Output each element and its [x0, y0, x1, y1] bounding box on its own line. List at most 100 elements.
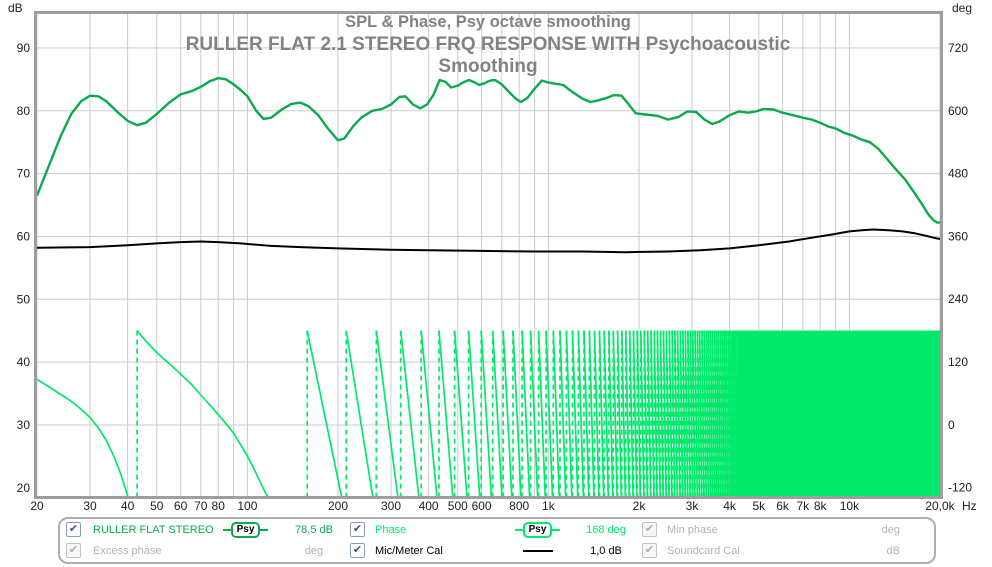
phase-checkbox-cell: ✔: [350, 519, 370, 540]
cal-label: Mic/Meter Cal: [375, 544, 443, 557]
svg-text:90: 90: [17, 41, 31, 55]
svg-text:60: 60: [174, 499, 188, 513]
svg-text:800: 800: [509, 499, 529, 513]
svg-text:30: 30: [17, 418, 31, 432]
svg-text:3k: 3k: [686, 499, 700, 513]
svg-text:120: 120: [948, 355, 968, 369]
phase-trace-label: Phase: [375, 523, 407, 536]
x-axis-ticks: 20 30 40 50 60 70 80 100 200 300 400 500 600 800 1k 2k 3…: [30, 499, 955, 513]
svg-text:Smoothing: Smoothing: [438, 56, 537, 77]
min-phase-checkbox: ✔: [642, 522, 657, 537]
svg-text:4k: 4k: [723, 499, 737, 513]
excess-phase-checkbox-cell: ✔: [66, 540, 88, 561]
svg-text:40: 40: [121, 499, 135, 513]
svg-text:8k: 8k: [814, 499, 828, 513]
svg-text:720: 720: [948, 41, 968, 55]
phase-cursor-value-cell: 168 deg: [570, 519, 642, 540]
svg-text:20: 20: [30, 499, 44, 513]
svg-text:600: 600: [472, 499, 492, 513]
svg-text:400: 400: [419, 499, 439, 513]
cal-checkbox-cell: ✔: [350, 540, 370, 561]
svg-text:50: 50: [17, 292, 31, 306]
plot-area[interactable]: SPL & Phase, Psy octave smoothing RULLER…: [0, 0, 992, 517]
spl-trace: [37, 76, 940, 224]
spl-trace-label-cell: RULLER FLAT STEREO: [88, 519, 214, 540]
left-axis-unit: dB: [8, 1, 23, 15]
excess-phase-label: Excess phase: [93, 544, 162, 557]
soundcard-checkbox: ✔: [642, 543, 657, 558]
excess-phase-label-cell: Excess phase: [88, 540, 213, 561]
spl-cursor-value: 78,5 dB: [295, 523, 333, 536]
svg-text:70: 70: [17, 167, 31, 181]
cal-value: 1,0 dB: [590, 544, 622, 557]
soundcard-unit: dB: [886, 544, 900, 557]
spl-psy-badge[interactable]: Psy: [230, 521, 261, 538]
legend-bar: ✔ RULLER FLAT STEREO Psy 78,5 dB ✔ Phase…: [58, 517, 936, 564]
excess-phase-unit-cell: deg: [278, 540, 350, 561]
svg-text:100: 100: [237, 499, 257, 513]
svg-text:70: 70: [194, 499, 208, 513]
svg-text:50: 50: [150, 499, 164, 513]
svg-text:40: 40: [17, 355, 31, 369]
svg-text:600: 600: [948, 104, 968, 118]
svg-text:6k: 6k: [776, 499, 790, 513]
excess-phase-unit: deg: [304, 544, 324, 557]
cal-swatch-cell: [505, 540, 570, 561]
svg-text:60: 60: [17, 230, 31, 244]
excess-phase-spacer: [213, 540, 278, 561]
soundcard-label-cell: Soundcard Cal: [662, 540, 807, 561]
svg-text:-120: -120: [948, 481, 972, 495]
phase-psy-badge[interactable]: Psy: [522, 521, 553, 538]
chart-title: SPL & Phase, Psy octave smoothing RULLER…: [186, 13, 791, 77]
spl-trace-label: RULLER FLAT STEREO: [93, 523, 214, 536]
svg-text:2k: 2k: [633, 499, 647, 513]
phase-line-swatch: Psy: [514, 521, 561, 538]
svg-text:RULLER FLAT 2.1 STEREO FRQ RES: RULLER FLAT 2.1 STEREO FRQ RESPONSE WITH…: [186, 34, 791, 55]
svg-text:7k: 7k: [796, 499, 810, 513]
spl-phase-chart[interactable]: SPL & Phase, Psy octave smoothing RULLER…: [0, 0, 992, 517]
svg-text:10k: 10k: [840, 499, 860, 513]
svg-text:20: 20: [17, 481, 31, 495]
spl-cursor-value-cell: 78,5 dB: [278, 519, 350, 540]
min-phase-checkbox-cell: ✔: [642, 519, 662, 540]
min-phase-label: Min phase: [667, 523, 718, 536]
min-phase-unit-cell: deg: [807, 519, 934, 540]
svg-text:360: 360: [948, 229, 968, 243]
soundcard-checkbox-cell: ✔: [642, 540, 662, 561]
cal-checkbox[interactable]: ✔: [350, 543, 365, 558]
phase-line-left: [514, 528, 523, 531]
cal-line-swatch: [522, 549, 553, 552]
phase-checkbox[interactable]: ✔: [350, 522, 365, 537]
svg-text:300: 300: [381, 499, 401, 513]
svg-text:200: 200: [328, 499, 348, 513]
phase-line-right: [552, 528, 561, 531]
svg-text:240: 240: [948, 292, 968, 306]
spl-line-right: [260, 528, 269, 531]
svg-text:500: 500: [448, 499, 468, 513]
svg-text:480: 480: [948, 167, 968, 181]
spl-checkbox-cell: ✔: [66, 519, 88, 540]
svg-text:1k: 1k: [542, 499, 556, 513]
min-phase-unit: deg: [881, 523, 900, 536]
excess-phase-checkbox: ✔: [66, 543, 81, 558]
phase-trace: [37, 330, 940, 496]
spl-swatch-cell: Psy: [213, 519, 278, 540]
phase-trace-label-cell: Phase: [370, 519, 505, 540]
cal-value-cell: 1,0 dB: [570, 540, 642, 561]
spl-checkbox[interactable]: ✔: [66, 522, 81, 537]
svg-text:20,0k: 20,0k: [925, 499, 955, 513]
cal-label-cell: Mic/Meter Cal: [370, 540, 505, 561]
svg-text:80: 80: [212, 499, 226, 513]
left-axis-ticks: 90 80 70 60 50 40 30 20: [17, 41, 31, 495]
phase-cursor-value: 168 deg: [586, 523, 626, 536]
phase-swatch-cell: Psy: [505, 519, 570, 540]
svg-text:80: 80: [17, 104, 31, 118]
soundcard-label: Soundcard Cal: [667, 544, 740, 557]
svg-text:0: 0: [948, 418, 955, 432]
right-axis-unit: deg: [952, 1, 972, 15]
svg-text:30: 30: [83, 499, 97, 513]
svg-text:SPL & Phase, Psy octave smooth: SPL & Phase, Psy octave smoothing: [345, 13, 631, 31]
min-phase-label-cell: Min phase: [662, 519, 807, 540]
svg-text:5k: 5k: [752, 499, 766, 513]
